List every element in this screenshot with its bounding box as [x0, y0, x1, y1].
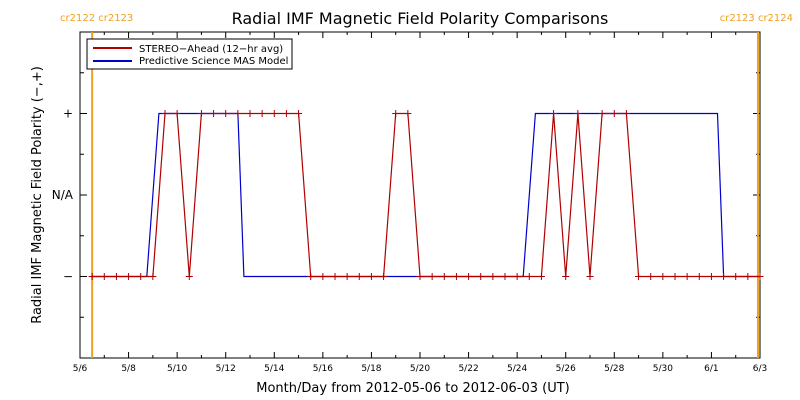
stereo-data-point [428, 273, 436, 280]
y-level-label: N/A [52, 188, 74, 202]
carrington-markers: cr2122 cr2123 cr2123 cr2124 [60, 13, 793, 358]
stereo-data-point [513, 273, 521, 280]
legend: STEREO−Ahead (12−hr avg) Predictive Scie… [86, 38, 293, 70]
stereo-data-point [125, 273, 133, 280]
stereo-data-point [331, 273, 339, 280]
x-tick-label: 5/8 [121, 364, 136, 374]
y-axis-label: Radial IMF Magnetic Field Polarity (−,+) [30, 66, 45, 324]
stereo-data-point [270, 110, 278, 117]
x-tick-label: 5/10 [167, 364, 187, 374]
stereo-data-point [537, 273, 545, 280]
stereo-data-point [161, 110, 169, 117]
stereo-data-point [88, 273, 96, 280]
legend-label-stereo: STEREO−Ahead (12−hr avg) [139, 44, 283, 55]
stereo-data-point [647, 273, 655, 280]
stereo-data-point [562, 273, 570, 280]
legend-box [86, 38, 293, 70]
stereo-data-point [416, 273, 424, 280]
plot-frame [79, 31, 761, 359]
stereo-data-point [367, 273, 375, 280]
stereo-data-point [404, 110, 412, 117]
stereo-data-point [501, 273, 509, 280]
stereo-data-point [550, 110, 558, 117]
stereo-data-point [210, 110, 218, 117]
stereo-data-point [380, 273, 388, 280]
stereo-data-point [683, 273, 691, 280]
stereo-data-point [258, 110, 266, 117]
axis-ticks: 5/6 5/8 5/10 5/12 5/14 5/16 5/18 5/20 5/22 5/24 5/… [52, 31, 767, 374]
carrington-label: cr2122 cr2123 [60, 13, 133, 24]
x-tick-label: 5/28 [604, 364, 624, 374]
stereo-data-point [707, 273, 715, 280]
x-tick-label: 5/6 [73, 364, 88, 374]
x-tick-label: 5/14 [264, 364, 284, 374]
stereo-ahead-line [92, 112, 760, 278]
stereo-data-point [695, 273, 703, 280]
stereo-data-point [574, 110, 582, 117]
stereo-data-point [598, 110, 606, 117]
series-layer [88, 110, 764, 280]
x-tick-label: 5/16 [313, 364, 333, 374]
mas-model-line [92, 112, 760, 278]
stereo-data-point [100, 273, 108, 280]
stereo-data-point [173, 110, 181, 117]
stereo-data-point [477, 273, 485, 280]
y-level-label: + [63, 107, 73, 121]
stereo-data-point [465, 273, 473, 280]
stereo-data-point [392, 110, 400, 117]
y-level-label: − [63, 270, 73, 284]
x-tick-label: 5/12 [216, 364, 236, 374]
x-tick-label: 6/1 [704, 364, 718, 374]
stereo-data-point [112, 273, 120, 280]
legend-label-mas: Predictive Science MAS Model [139, 56, 288, 67]
stereo-data-point [295, 110, 303, 117]
stereo-data-point [622, 110, 630, 117]
stereo-data-point [282, 110, 290, 117]
stereo-data-point [671, 273, 679, 280]
stereo-data-point [744, 273, 752, 280]
x-tick-label: 5/30 [653, 364, 673, 374]
stereo-data-point [452, 273, 460, 280]
stereo-data-point [659, 273, 667, 280]
stereo-data-point [756, 273, 764, 280]
stereo-data-point [319, 273, 327, 280]
stereo-data-point [307, 273, 315, 280]
stereo-data-point [222, 110, 230, 117]
stereo-data-point [185, 273, 193, 280]
stereo-data-point [720, 273, 728, 280]
x-tick-label: 5/20 [410, 364, 430, 374]
x-axis-label: Month/Day from 2012-05-06 to 2012-06-03 … [256, 381, 569, 396]
stereo-data-point [635, 273, 643, 280]
carrington-label: cr2123 cr2124 [720, 13, 793, 24]
x-tick-label: 6/3 [753, 364, 767, 374]
stereo-data-point [234, 110, 242, 117]
x-tick-label: 5/18 [361, 364, 381, 374]
stereo-data-point [610, 110, 618, 117]
stereo-data-point [343, 273, 351, 280]
stereo-data-point [525, 273, 533, 280]
x-tick-label: 5/26 [556, 364, 576, 374]
stereo-data-point [586, 273, 594, 280]
stereo-data-point [137, 273, 145, 280]
stereo-data-point [732, 273, 740, 280]
x-tick-label: 5/22 [458, 364, 478, 374]
stereo-data-point [489, 273, 497, 280]
stereo-data-point [149, 273, 157, 280]
stereo-data-point [197, 110, 205, 117]
stereo-data-point [355, 273, 363, 280]
chart-title: Radial IMF Magnetic Field Polarity Compa… [232, 9, 609, 28]
x-tick-label: 5/24 [507, 364, 527, 374]
stereo-data-point [440, 273, 448, 280]
stereo-data-point [246, 110, 254, 117]
